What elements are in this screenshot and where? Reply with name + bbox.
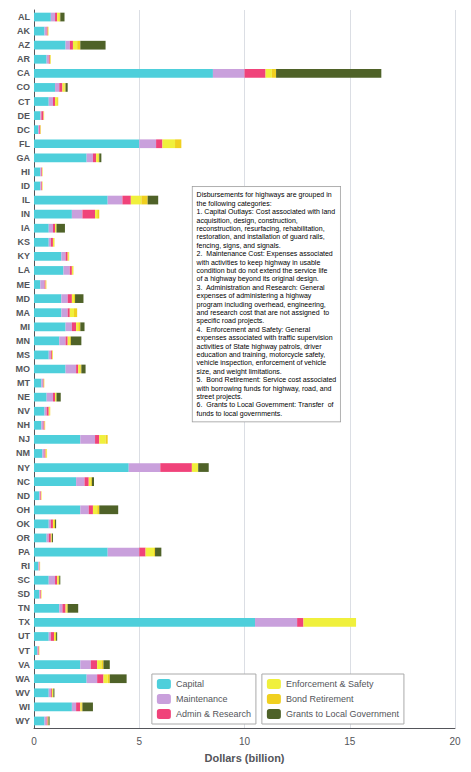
svg-text:restoration, and installation: restoration, and installation of guard r… — [197, 233, 325, 241]
svg-text:MS: MS — [17, 350, 31, 360]
svg-text:SC: SC — [17, 575, 30, 585]
svg-text:IN: IN — [21, 209, 30, 219]
svg-text:Capital: Capital — [176, 679, 204, 689]
svg-text:DE: DE — [17, 111, 30, 121]
svg-text:OR: OR — [17, 533, 31, 543]
svg-text:condition but do not extend th: condition but do not extend the service … — [197, 267, 328, 274]
svg-text:5. Bond Retirement: Service c: 5. Bond Retirement: Service cost associa… — [197, 376, 337, 383]
svg-text:reconstruction, resurfacing, r: reconstruction, resurfacing, rehabilitat… — [197, 225, 325, 233]
svg-text:ID: ID — [21, 181, 31, 191]
svg-text:IA: IA — [21, 223, 31, 233]
svg-text:HI: HI — [21, 167, 30, 177]
svg-text:20: 20 — [449, 736, 461, 747]
svg-text:RI: RI — [21, 561, 30, 571]
svg-text:funds to local governments.: funds to local governments. — [197, 410, 283, 418]
svg-text:Maintenance: Maintenance — [176, 694, 228, 704]
svg-text:KS: KS — [17, 237, 30, 247]
svg-text:MT: MT — [17, 378, 30, 388]
svg-text:activities of State highway pa: activities of State highway patrols, dri… — [197, 343, 323, 351]
svg-text:TX: TX — [18, 617, 30, 627]
svg-text:specific road projects.: specific road projects. — [197, 317, 265, 325]
svg-text:ND: ND — [17, 491, 30, 501]
svg-text:IL: IL — [22, 195, 31, 205]
svg-text:Admin & Research: Admin & Research — [176, 709, 251, 719]
svg-text:OK: OK — [17, 519, 31, 529]
svg-text:10: 10 — [239, 736, 251, 747]
svg-text:Dollars (billion): Dollars (billion) — [204, 752, 284, 764]
svg-text:5: 5 — [136, 736, 142, 747]
svg-text:MD: MD — [16, 294, 30, 304]
svg-text:NY: NY — [17, 463, 30, 473]
svg-text:SD: SD — [17, 589, 30, 599]
svg-text:NM: NM — [16, 448, 30, 458]
svg-text:AR: AR — [17, 54, 30, 64]
svg-text:KY: KY — [17, 251, 30, 261]
svg-text:VT: VT — [18, 646, 30, 656]
svg-text:expenses associated with traff: expenses associated with traffic supervi… — [197, 334, 333, 342]
svg-text:with activities to keep highwa: with activities to keep highway in usabl… — [196, 259, 321, 267]
svg-text:NJ: NJ — [18, 434, 30, 444]
svg-text:15: 15 — [344, 736, 356, 747]
svg-text:NC: NC — [17, 477, 30, 487]
svg-text:Grants to Local Government: Grants to Local Government — [286, 709, 400, 719]
svg-text:program including overhead, en: program including overhead, engineering, — [197, 301, 326, 309]
svg-text:Bond Retirement: Bond Retirement — [286, 694, 354, 704]
svg-text:PA: PA — [18, 547, 30, 557]
svg-text:UT: UT — [18, 631, 30, 641]
svg-text:WY: WY — [16, 716, 31, 726]
svg-text:LA: LA — [18, 265, 30, 275]
svg-text:MI: MI — [20, 322, 30, 332]
svg-text:DC: DC — [17, 125, 30, 135]
svg-text:TN: TN — [18, 603, 30, 613]
svg-text:CO: CO — [17, 82, 31, 92]
svg-text:AK: AK — [17, 26, 30, 36]
svg-text:AZ: AZ — [18, 40, 30, 50]
svg-text:GA: GA — [17, 153, 31, 163]
svg-text:WV: WV — [16, 688, 31, 698]
svg-text:CA: CA — [17, 68, 30, 78]
svg-text:1. Capital Outlays: Cost assoc: 1. Capital Outlays: Cost associated with… — [197, 208, 336, 216]
svg-text:NE: NE — [17, 392, 30, 402]
svg-text:acquisition, design, construct: acquisition, design, construction, — [197, 217, 298, 225]
svg-text:and research cost that are not: and research cost that are not assigned … — [197, 309, 330, 317]
svg-text:fencing, signs, and signals.: fencing, signs, and signals. — [197, 242, 281, 250]
svg-text:Disbursements for highways are: Disbursements for highways are grouped i… — [197, 191, 332, 199]
svg-text:size, and weight limitations.: size, and weight limitations. — [197, 368, 282, 376]
svg-text:MN: MN — [16, 336, 30, 346]
svg-text:street projects.: street projects. — [197, 393, 243, 401]
svg-text:MA: MA — [16, 308, 30, 318]
svg-text:WA: WA — [16, 674, 31, 684]
svg-text:of a highway beyond its origin: of a highway beyond its original design. — [197, 275, 319, 283]
svg-text:vehicle inspection, enforcemen: vehicle inspection, enforcement of vehic… — [197, 359, 327, 367]
svg-text:MO: MO — [16, 364, 31, 374]
svg-text:with borrowing funds for highw: with borrowing funds for highway, road, … — [196, 385, 332, 393]
svg-text:expenses of administering a hi: expenses of administering a highway — [197, 292, 312, 300]
svg-text:4. Enforcement and Safety: Ge: 4. Enforcement and Safety: General — [197, 326, 311, 334]
svg-text:3. Administration and Researc: 3. Administration and Research: General — [197, 284, 325, 291]
svg-text:OH: OH — [17, 505, 31, 515]
svg-text:NH: NH — [17, 420, 30, 430]
svg-text:ME: ME — [17, 280, 31, 290]
svg-text:NV: NV — [17, 406, 30, 416]
svg-text:Enforcement & Safety: Enforcement & Safety — [286, 679, 374, 689]
svg-text:2. Maintenance Cost: Expenses: 2. Maintenance Cost: Expenses associated — [197, 250, 333, 258]
svg-text:WI: WI — [19, 702, 30, 712]
svg-text:the following categories:: the following categories: — [197, 200, 272, 208]
svg-text:0: 0 — [31, 736, 37, 747]
svg-text:CT: CT — [18, 97, 30, 107]
svg-text:AL: AL — [18, 12, 30, 22]
svg-text:FL: FL — [19, 139, 30, 149]
svg-text:education and training, motorc: education and training, motorcycle safet… — [197, 351, 326, 359]
svg-text:6. Grants to Local Government: 6. Grants to Local Government: Transfer … — [197, 401, 334, 408]
svg-text:VA: VA — [18, 660, 30, 670]
